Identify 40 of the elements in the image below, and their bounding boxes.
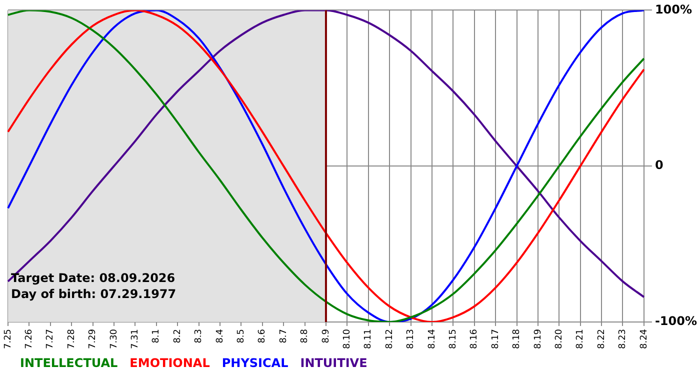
annotation: Day of birth: 07.29.1977 — [11, 286, 176, 301]
x-tick-label: 8.11 — [364, 328, 374, 350]
text: PHYSICAL — [222, 356, 289, 370]
x-tick-label: 8.14 — [427, 328, 438, 350]
x-tick-label: 8.20 — [554, 328, 564, 350]
x-tick-label: 7.25 — [3, 328, 14, 350]
x-tick-label: 8.16 — [470, 328, 480, 350]
x-tick-label: 8.4 — [215, 328, 226, 344]
x-tick-label: 7.29 — [88, 328, 98, 350]
x-tick-label: 8.6 — [258, 328, 268, 344]
x-tick-label: 8.8 — [300, 328, 310, 344]
text: INTUITIVE — [300, 356, 368, 370]
x-tick-label: 8.17 — [490, 328, 501, 350]
x-tick-label: 8.10 — [342, 328, 353, 350]
x-tick-label: 8.22 — [596, 328, 607, 350]
x-tick-label: 8.3 — [194, 328, 204, 344]
x-tick-label: 7.26 — [24, 328, 35, 350]
x-tick-label: 8.23 — [618, 328, 628, 350]
text: INTELLECTUAL — [20, 356, 118, 370]
y-tick-label: -100% — [654, 314, 698, 328]
x-tick-label: 8.15 — [448, 328, 459, 350]
annotation: Target Date: 08.09.2026 — [11, 270, 176, 285]
x-tick-label: 8.7 — [278, 328, 289, 344]
x-tick-label: 8.18 — [512, 328, 522, 350]
x-tick-label: 8.24 — [639, 328, 650, 350]
x-tick-label: 8.12 — [384, 328, 395, 350]
x-tick-label: 8.9 — [321, 328, 332, 344]
x-tick-label: 8.5 — [236, 328, 247, 344]
y-tick-label: 0 — [654, 158, 664, 172]
x-tick-label: 7.30 — [109, 328, 120, 350]
x-tick-label: 7.28 — [66, 328, 77, 350]
x-tick-label: 8.21 — [576, 328, 586, 350]
x-tick-label: 7.31 — [130, 328, 141, 350]
x-tick-label: 7.27 — [46, 328, 56, 350]
text: EMOTIONAL — [130, 356, 210, 370]
x-tick-label: 8.19 — [533, 328, 544, 350]
x-tick-label: 8.1 — [152, 328, 162, 344]
y-tick-label: 100% — [654, 2, 692, 16]
x-tick-label: 8.2 — [172, 328, 183, 344]
x-tick-label: 8.13 — [406, 328, 416, 350]
